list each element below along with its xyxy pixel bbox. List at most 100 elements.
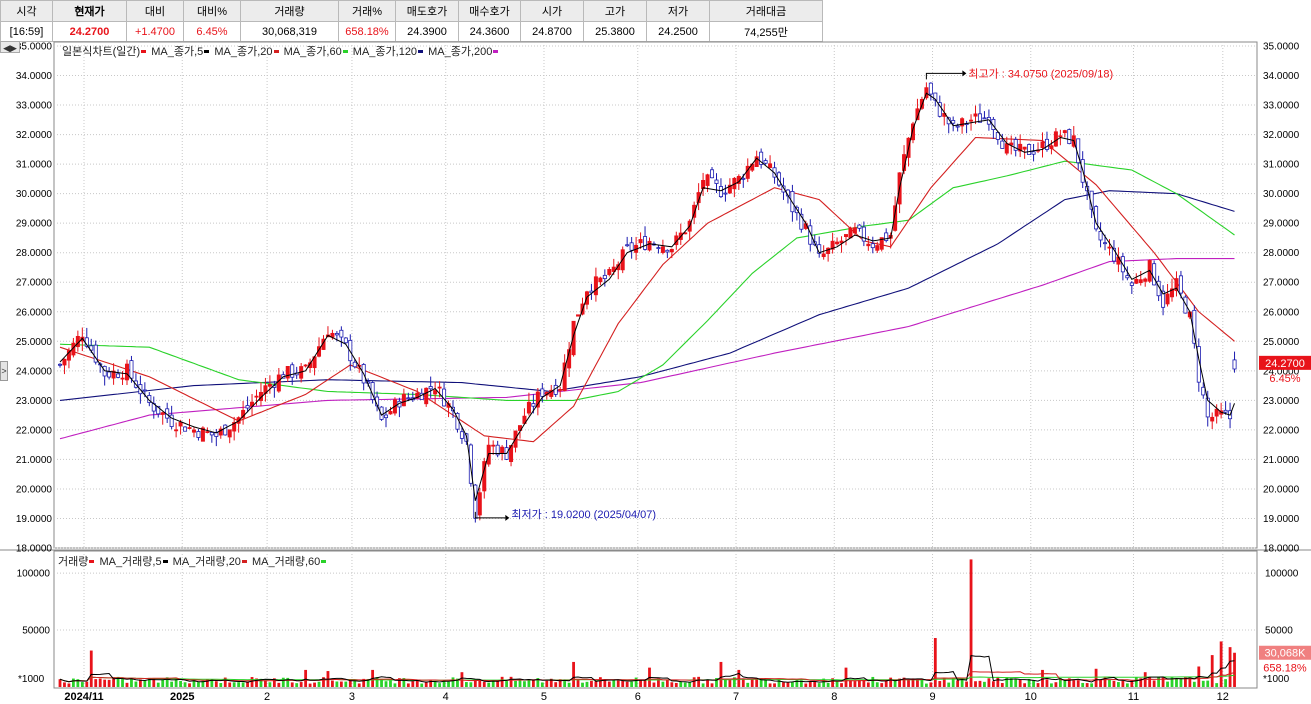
volume-tick-left: 50000 <box>22 626 50 637</box>
volume-bar <box>389 680 392 687</box>
candle-body <box>969 119 974 122</box>
candle-body <box>852 227 857 234</box>
candle-body <box>477 492 482 516</box>
candle-body <box>710 169 715 179</box>
candle-body <box>866 243 871 247</box>
volume-bar <box>1161 677 1165 687</box>
legend-ma120: MA_종가,120 <box>352 46 418 58</box>
header-open: 시가 <box>520 0 584 22</box>
volume-bar <box>393 683 397 687</box>
volume-bar <box>558 679 562 687</box>
candle-body <box>1178 275 1183 294</box>
volume-bar <box>759 678 763 687</box>
header-volume-pct: 거래% <box>338 0 396 22</box>
candle-body <box>1205 397 1210 418</box>
volume-bar <box>366 678 370 687</box>
volume-bar <box>741 679 745 687</box>
volume-bar <box>965 681 968 687</box>
volume-bar <box>603 679 607 687</box>
volume-bar <box>590 680 593 687</box>
candle-body <box>754 156 759 167</box>
price-tick-right: 34.0000 <box>1263 71 1300 82</box>
candle-body <box>433 390 438 395</box>
volume-bar <box>1179 678 1183 687</box>
volume-bar <box>1206 680 1210 687</box>
volume-bar <box>1139 678 1143 687</box>
candle-body <box>227 429 232 438</box>
volume-bar <box>840 683 843 687</box>
candle-body <box>303 364 308 367</box>
candle-body <box>723 192 728 195</box>
legend-volume-title: 거래량 <box>58 556 89 568</box>
volume-bar <box>174 677 178 687</box>
volume-bar <box>1067 678 1071 687</box>
volume-bar <box>960 678 964 687</box>
volume-bar <box>880 683 884 687</box>
candle-body <box>245 405 250 409</box>
volume-bar <box>147 677 151 687</box>
volume-bar <box>1192 681 1196 687</box>
last-volume-pct: 658.18% <box>1263 663 1307 675</box>
value-open: 24.8700 <box>520 21 584 42</box>
volume-bar <box>80 682 84 687</box>
volume-bar <box>165 677 169 687</box>
candle-body <box>1143 278 1148 282</box>
candle-body <box>1098 230 1103 241</box>
side-panel-toggle-button[interactable]: > <box>0 361 8 381</box>
legend-vma60: MA_거래량,60 <box>252 556 321 568</box>
volume-bar <box>442 680 446 687</box>
header-current-price: 현재가 <box>52 0 127 22</box>
high-annotation: 최고가 : 34.0750 (2025/09/18) <box>968 67 1113 80</box>
legend-ma60-dot <box>342 49 348 53</box>
header-ask: 매도호가 <box>395 0 459 22</box>
vma60-line <box>59 674 1235 683</box>
volume-bar <box>197 682 200 687</box>
price-tick-left: 19.0000 <box>16 514 53 525</box>
volume-bar <box>451 677 455 687</box>
volume-bar <box>791 681 794 687</box>
volume-bar <box>844 667 848 687</box>
volume-bar <box>567 682 571 687</box>
candle-body <box>1018 143 1023 152</box>
candle-body <box>1013 139 1018 151</box>
price-tick-right: 24.0000 <box>1263 366 1300 377</box>
legend-vma20: MA_거래량,20 <box>172 556 241 568</box>
volume-bar <box>71 678 75 687</box>
volume-bar <box>1058 678 1062 687</box>
candle-body <box>991 118 996 130</box>
volume-bar <box>1094 668 1098 687</box>
candle-body <box>384 414 389 419</box>
last-volume-text: 30,068K <box>1265 648 1307 660</box>
price-tick-right: 26.0000 <box>1263 307 1300 318</box>
volume-bar <box>170 681 174 687</box>
volume-bar <box>1134 677 1138 687</box>
candle-body <box>593 276 598 296</box>
price-tick-right: 30.0000 <box>1263 189 1300 200</box>
volume-bar <box>755 679 759 687</box>
volume-bar <box>317 681 321 687</box>
scroll-arrows-button[interactable]: ◀▶ <box>0 41 20 53</box>
volume-bar <box>777 679 781 687</box>
candle-body <box>1183 296 1188 314</box>
price-legend: 일본식차트(일간) MA_종가,5 MA_종가,20 MA_종가,60 MA_종… <box>62 43 500 59</box>
volume-bar <box>246 681 249 687</box>
candle-body <box>339 329 344 338</box>
volume-bar <box>1219 641 1223 687</box>
candle-body <box>835 241 840 245</box>
legend-ma20: MA_종가,20 <box>214 46 273 58</box>
volume-bar <box>322 677 325 687</box>
volume-bar <box>469 682 473 687</box>
candle-body <box>468 444 473 484</box>
candle-body <box>625 244 630 247</box>
candle-body <box>884 232 889 241</box>
volume-bar <box>947 682 951 687</box>
candle-body <box>602 274 607 280</box>
volume-bar <box>728 679 732 687</box>
volume-bar <box>94 679 98 687</box>
volume-bar <box>1041 669 1044 687</box>
candle-body <box>352 361 357 368</box>
candle-body <box>910 123 915 141</box>
x-tick-label: 8 <box>831 691 837 703</box>
volume-bar <box>813 681 817 687</box>
